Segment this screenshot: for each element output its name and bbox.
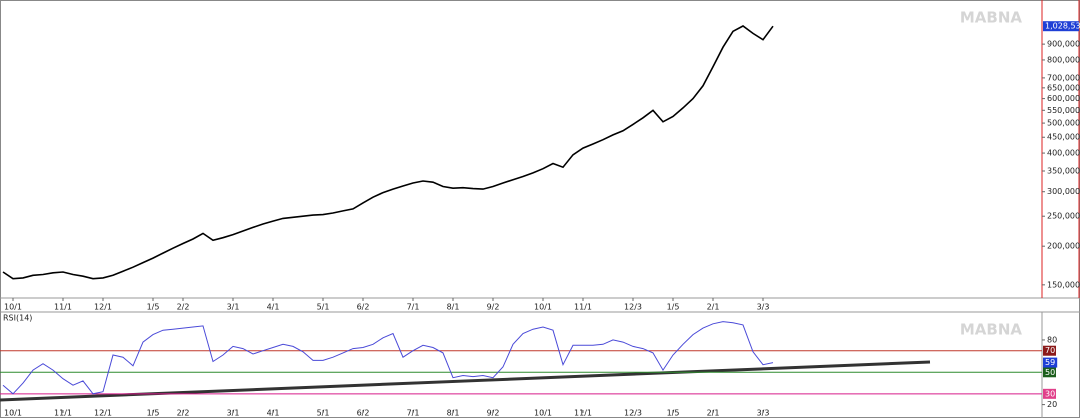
x-tick-label: 10/1 (534, 303, 552, 312)
y-tick-label: 550,000 (1047, 106, 1080, 115)
x-tick-label: 11/1 (574, 303, 592, 312)
y-tick-label: 800,000 (1047, 55, 1080, 64)
level-box (1043, 367, 1056, 378)
x-tick-label: 3/3 (757, 303, 770, 312)
x-tick-label: 2/1 (707, 409, 720, 418)
x-tick-label: 3/1 (227, 303, 240, 312)
x-tick-label: 5/1 (317, 303, 330, 312)
series-line (2, 25, 774, 280)
x-tick-label: 7/1 (407, 303, 420, 312)
y-tick-label: 450,000 (1047, 133, 1080, 142)
x-tick-label: 11/1 (54, 303, 72, 312)
x-tick-label: 10/1 (4, 303, 22, 312)
last-value-label: 1,028,537.5 (1045, 22, 1080, 31)
y-tick-label: 600,000 (1047, 94, 1080, 103)
y-tick-label: 80 (1047, 335, 1057, 344)
x-tick-label: 1/5 (147, 409, 160, 418)
y-tick-label: 500,000 (1047, 119, 1080, 128)
last-value-box (1043, 21, 1079, 32)
x-tick-label: 3/1 (227, 409, 240, 418)
x-tick-label: 9/2 (487, 303, 500, 312)
level-label: 70 (1045, 346, 1055, 355)
rsi-title: RSI(14) (3, 314, 32, 323)
last-value-box (1043, 357, 1058, 368)
x-tick-label: 1/5 (667, 409, 680, 418)
x-tick-label: 4/1 (267, 303, 280, 312)
x-tick-label: 3/3 (757, 409, 770, 418)
level-label: 30 (1045, 389, 1055, 398)
y-tick-label: 200,000 (1047, 242, 1080, 251)
y-tick-label: 20 (1047, 400, 1057, 409)
y-tick-label: 700,000 (1047, 73, 1080, 82)
x-tick-label: 4/1 (267, 409, 280, 418)
x-tick-label: 1/5 (667, 303, 680, 312)
series-line (2, 321, 774, 395)
y-tick-label: 900,000 (1047, 40, 1080, 49)
x-tick-label: 2/1 (707, 303, 720, 312)
last-value-label: 59 (1045, 358, 1055, 367)
level-box (1043, 388, 1056, 399)
x-tick-label: 1/5 (147, 303, 160, 312)
y-tick-label: 300,000 (1047, 187, 1080, 196)
x-tick-label: 2/2 (177, 303, 190, 312)
watermark: MABNA (960, 9, 1023, 27)
x-tick-label: 5/1 (317, 409, 330, 418)
y-tick-label: 350,000 (1047, 167, 1080, 176)
level-box (1043, 345, 1056, 356)
x-tick-label: 11/1 (574, 409, 592, 418)
x-tick-label: 6/2 (357, 409, 370, 418)
y-tick-label: 150,000 (1047, 280, 1080, 289)
x-tick-label: 9/2 (487, 409, 500, 418)
x-tick-label: 6/2 (357, 303, 370, 312)
x-tick-label: 12/3 (624, 303, 642, 312)
level-label: 50 (1045, 368, 1055, 377)
x-tick-label: 12/3 (624, 409, 642, 418)
x-tick-label: 10/1 (4, 409, 22, 418)
x-tick-label: 12/1 (94, 303, 112, 312)
y-tick-label: 250,000 (1047, 212, 1080, 221)
watermark: MABNA (960, 321, 1023, 339)
y-tick-label: 400,000 (1047, 149, 1080, 158)
x-tick-label: 12/1 (94, 409, 112, 418)
x-tick-label: 8/1 (447, 303, 460, 312)
x-tick-label: 10/1 (534, 409, 552, 418)
y-tick-label: 650,000 (1047, 83, 1080, 92)
x-tick-label: 2/2 (177, 409, 190, 418)
x-tick-label: 8/1 (447, 409, 460, 418)
x-tick-label: 7/1 (407, 409, 420, 418)
x-tick-label: 11/1 (54, 409, 72, 418)
